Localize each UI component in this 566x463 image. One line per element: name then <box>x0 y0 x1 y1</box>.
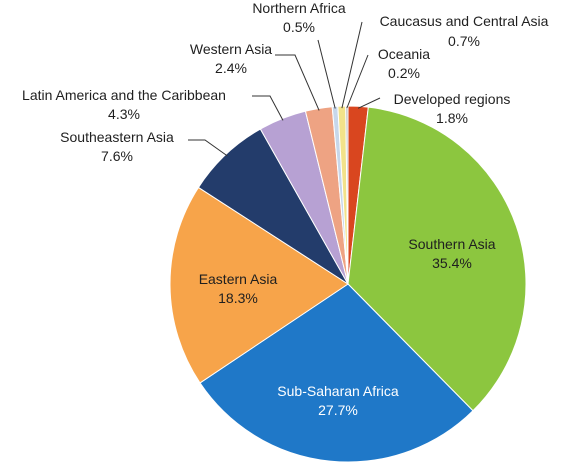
slice-eastern-asia <box>169 186 349 384</box>
slice-labels: Southern Asia 35.4% Sub-Saharan Africa 2… <box>22 0 549 418</box>
label-latin-america-name: Latin America and the Caribbean <box>22 87 226 103</box>
leader-line-latin-america-and-the-caribbean <box>252 95 284 121</box>
label-developed-regions-name: Developed regions <box>394 91 511 107</box>
slice-sub-saharan-africa <box>199 283 474 463</box>
label-eastern-asia-name: Eastern Asia <box>199 271 278 287</box>
slice-southern-asia <box>347 106 527 412</box>
label-sub-saharan-africa-name: Sub-Saharan Africa <box>277 383 399 399</box>
label-western-asia-value: 2.4% <box>215 60 247 76</box>
label-northern-africa-name: Northern Africa <box>252 0 346 16</box>
leader-line-caucasus-and-central-asia <box>341 21 363 109</box>
leader-line-northern-africa <box>317 39 336 109</box>
leader-line-developed-regions <box>357 97 381 109</box>
label-western-asia-name: Western Asia <box>190 41 272 57</box>
label-developed-regions-value: 1.8% <box>436 110 468 126</box>
label-southeastern-asia-value: 7.6% <box>101 148 133 164</box>
leader-line-southeastern-asia <box>188 139 228 157</box>
label-northern-africa-value: 0.5% <box>283 19 315 35</box>
leader-line-oceania <box>346 54 369 109</box>
leader-lines <box>188 21 381 157</box>
label-southeastern-asia-name: Southeastern Asia <box>60 129 174 145</box>
label-southern-asia-name: Southern Asia <box>408 236 495 252</box>
label-oceania-value: 0.2% <box>388 65 420 81</box>
label-eastern-asia-value: 18.3% <box>218 290 258 306</box>
label-oceania-name: Oceania <box>378 46 430 62</box>
leader-line-western-asia <box>275 54 320 111</box>
label-southern-asia-value: 35.4% <box>432 255 472 271</box>
label-caucasus-name: Caucasus and Central Asia <box>380 13 549 29</box>
label-latin-america-value: 4.3% <box>108 106 140 122</box>
pie-slices <box>169 105 527 463</box>
label-caucasus-value: 0.7% <box>448 33 480 49</box>
label-sub-saharan-africa-value: 27.7% <box>318 402 358 418</box>
